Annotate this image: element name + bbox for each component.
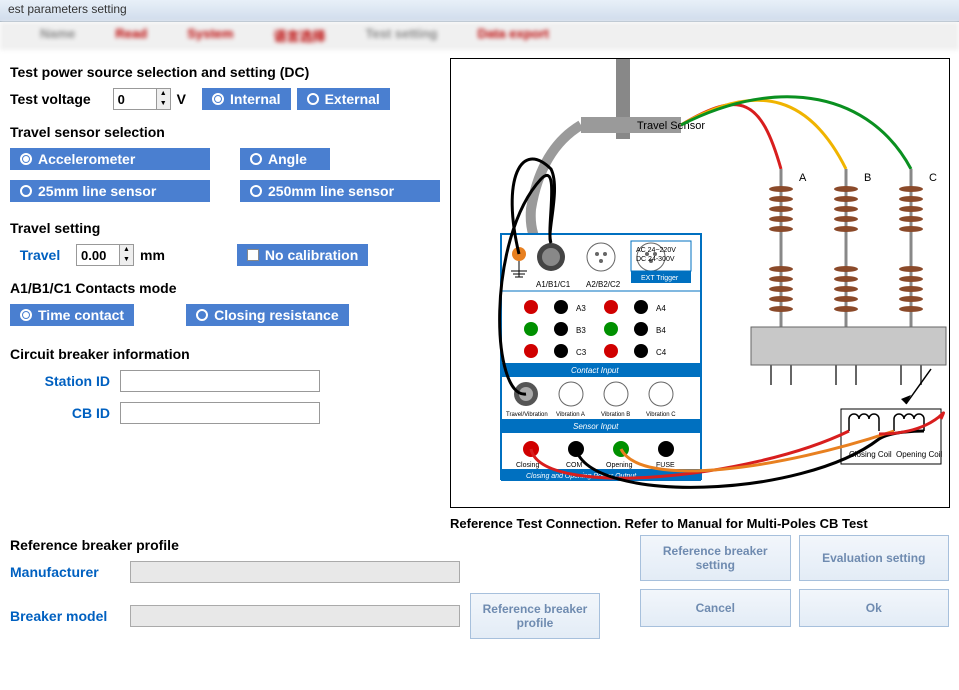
svg-text:B3: B3 xyxy=(576,326,586,335)
power-internal-radio[interactable]: Internal xyxy=(202,88,291,110)
svg-text:C4: C4 xyxy=(656,348,667,357)
station-id-label: Station ID xyxy=(10,373,120,389)
cancel-button[interactable]: Cancel xyxy=(640,589,791,627)
svg-text:Vibration B: Vibration B xyxy=(601,412,630,418)
diagram-travel-sensor-label: Travel Sensor xyxy=(637,120,705,132)
radio-label: Accelerometer xyxy=(38,151,135,167)
cb-id-input[interactable] xyxy=(120,402,320,424)
travel-sensor-heading: Travel sensor selection xyxy=(10,124,440,140)
spinner-up-icon[interactable]: ▲ xyxy=(157,89,170,99)
radio-label: Angle xyxy=(268,151,307,167)
svg-text:AC 24~220V: AC 24~220V xyxy=(636,247,676,254)
phase-a-insulator: A xyxy=(781,169,807,329)
ref-profile-heading: Reference breaker profile xyxy=(10,537,630,553)
spinner-down-icon[interactable]: ▼ xyxy=(157,99,170,109)
breaker-model-label: Breaker model xyxy=(10,608,130,624)
svg-text:Contact Input: Contact Input xyxy=(571,366,619,375)
travel-unit: mm xyxy=(140,247,165,263)
test-voltage-spinner[interactable]: ▲▼ xyxy=(113,88,171,110)
phase-b-insulator: B xyxy=(846,169,871,329)
svg-text:EXT Trigger: EXT Trigger xyxy=(641,275,679,282)
checkbox-label: No calibration xyxy=(265,247,358,263)
no-calibration-checkbox[interactable]: No calibration xyxy=(237,244,368,266)
power-source-heading: Test power source selection and setting … xyxy=(10,64,440,80)
svg-text:A1/B1/C1: A1/B1/C1 xyxy=(536,280,571,289)
svg-text:Sensor Input: Sensor Input xyxy=(573,422,619,431)
cb-info-heading: Circuit breaker information xyxy=(10,346,440,362)
spinner-down-icon[interactable]: ▼ xyxy=(120,255,133,265)
travel-input[interactable] xyxy=(77,245,119,265)
tab-2: System xyxy=(187,26,233,46)
radio-label: Internal xyxy=(230,91,281,107)
svg-text:C: C xyxy=(929,172,937,184)
svg-text:Opening: Opening xyxy=(606,462,633,469)
tab-1: Read xyxy=(115,26,147,46)
phase-c-insulator: C xyxy=(911,169,937,329)
sensor-angle-radio[interactable]: Angle xyxy=(240,148,330,170)
tab-5: Data export xyxy=(477,26,549,46)
svg-text:A2/B2/C2: A2/B2/C2 xyxy=(586,280,621,289)
svg-text:B: B xyxy=(864,172,871,184)
diagram-caption: Reference Test Connection. Refer to Manu… xyxy=(450,516,950,531)
tab-3: 语言选择 xyxy=(273,26,325,46)
svg-text:Opening Coil: Opening Coil xyxy=(896,450,942,459)
tab-4: Test setting xyxy=(365,26,437,46)
sensor-250mm-radio[interactable]: 250mm line sensor xyxy=(240,180,440,202)
manufacturer-label: Manufacturer xyxy=(10,564,130,580)
closing-resistance-radio[interactable]: Closing resistance xyxy=(186,304,349,326)
svg-text:A: A xyxy=(799,172,807,184)
radio-label: Time contact xyxy=(38,307,124,323)
reference-breaker-setting-button[interactable]: Reference breaker setting xyxy=(640,535,791,581)
cb-id-label: CB ID xyxy=(10,405,120,421)
window-titlebar: est parameters setting xyxy=(0,0,959,22)
top-tabs-blurred: Name Read System 语言选择 Test setting Data … xyxy=(0,22,959,50)
svg-text:DC 24-300V: DC 24-300V xyxy=(636,256,675,263)
radio-label: External xyxy=(325,91,380,107)
station-id-input[interactable] xyxy=(120,370,320,392)
time-contact-radio[interactable]: Time contact xyxy=(10,304,134,326)
breaker-model-input xyxy=(130,605,460,627)
connection-diagram: Travel Sensor A B C xyxy=(450,58,950,508)
svg-text:Closing: Closing xyxy=(516,462,539,469)
voltage-unit: V xyxy=(177,91,186,107)
svg-text:A3: A3 xyxy=(576,304,586,313)
test-voltage-input[interactable] xyxy=(114,89,156,109)
svg-text:Vibration A: Vibration A xyxy=(556,412,585,418)
manufacturer-input xyxy=(130,561,460,583)
sensor-accelerometer-radio[interactable]: Accelerometer xyxy=(10,148,210,170)
svg-text:B4: B4 xyxy=(656,326,666,335)
reference-breaker-profile-button[interactable]: Reference breaker profile xyxy=(470,593,600,639)
power-external-radio[interactable]: External xyxy=(297,88,390,110)
tab-0: Name xyxy=(40,26,75,46)
evaluation-setting-button[interactable]: Evaluation setting xyxy=(799,535,950,581)
spinner-up-icon[interactable]: ▲ xyxy=(120,245,133,255)
svg-text:COM: COM xyxy=(566,462,583,469)
contacts-mode-heading: A1/B1/C1 Contacts mode xyxy=(10,280,440,296)
radio-label: 25mm line sensor xyxy=(38,183,156,199)
sensor-25mm-radio[interactable]: 25mm line sensor xyxy=(10,180,210,202)
window-title: est parameters setting xyxy=(8,2,127,16)
travel-spinner[interactable]: ▲▼ xyxy=(76,244,134,266)
ok-button[interactable]: Ok xyxy=(799,589,950,627)
radio-label: 250mm line sensor xyxy=(268,183,394,199)
travel-setting-heading: Travel setting xyxy=(10,220,440,236)
radio-label: Closing resistance xyxy=(214,307,339,323)
test-voltage-label: Test voltage xyxy=(10,91,91,107)
svg-text:Vibration C: Vibration C xyxy=(646,412,676,418)
svg-text:A4: A4 xyxy=(656,304,666,313)
svg-text:Travel/Vibration: Travel/Vibration xyxy=(506,412,548,418)
svg-text:C3: C3 xyxy=(576,348,587,357)
travel-label: Travel xyxy=(10,247,70,263)
